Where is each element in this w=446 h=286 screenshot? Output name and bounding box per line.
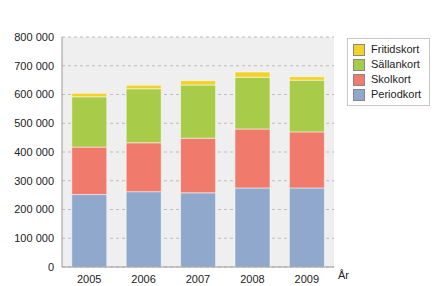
svg-text:År: År (338, 269, 349, 281)
svg-text:2006: 2006 (131, 273, 155, 285)
svg-text:100 000: 100 000 (14, 232, 54, 244)
html-text:Skolkort: Skolkort (371, 73, 411, 85)
svg-text:2009: 2009 (295, 273, 319, 285)
svg-text:500 000: 500 000 (14, 117, 54, 129)
svg-text:300 000: 300 000 (14, 175, 54, 187)
svg-text:200 000: 200 000 (14, 203, 54, 215)
svg-text:800 000: 800 000 (14, 31, 54, 43)
svg-text:0: 0 (48, 261, 54, 273)
svg-text:2005: 2005 (77, 273, 101, 285)
svg-text:2007: 2007 (186, 273, 210, 285)
svg-text:700 000: 700 000 (14, 60, 54, 72)
html-text:Periodkort: Periodkort (371, 88, 422, 100)
svg-text:2008: 2008 (240, 273, 264, 285)
html-text:Sällankort: Sällankort (371, 58, 420, 70)
svg-text:600 000: 600 000 (14, 88, 54, 100)
svg-text:400 000: 400 000 (14, 146, 54, 158)
html-text:Fritidskort: Fritidskort (371, 43, 420, 55)
